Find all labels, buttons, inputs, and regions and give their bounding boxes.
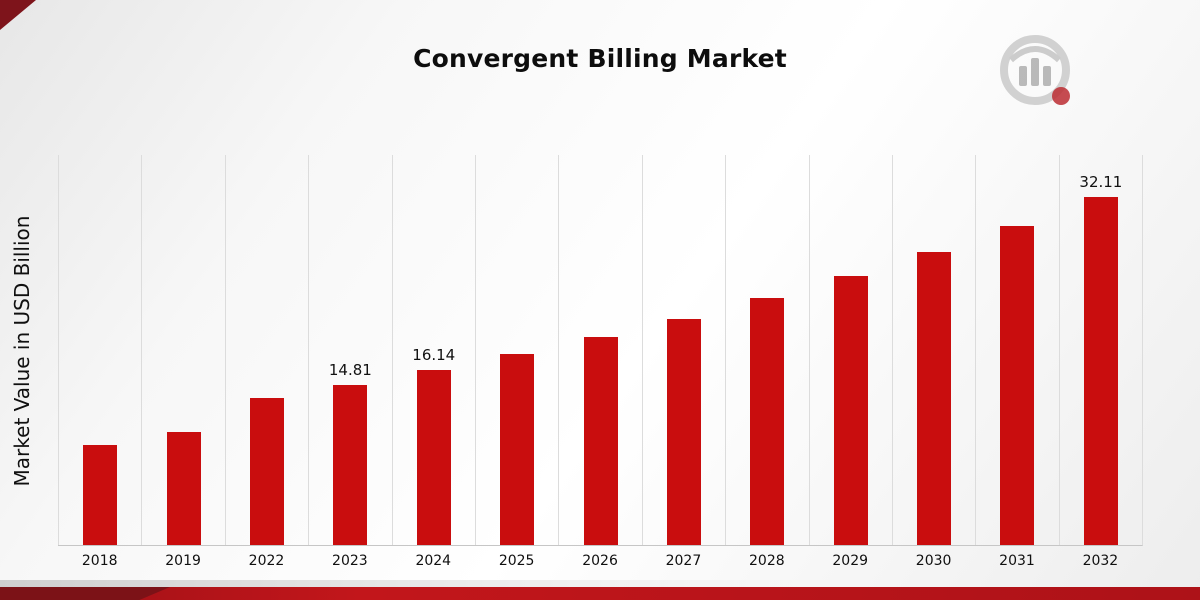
bottom-red-strip: [0, 587, 1200, 600]
x-tick-2027: 2027: [665, 553, 702, 569]
bar-2028: [750, 298, 785, 545]
corner-accent-triangle: [0, 0, 36, 30]
x-tick-2029: 2029: [832, 553, 869, 569]
bar-value-label-2024: 16.14: [412, 346, 456, 365]
x-tick-2032: 2032: [1082, 553, 1119, 569]
category-cell-2032: 32.11: [1058, 155, 1142, 545]
category-cell-2018: [58, 155, 141, 545]
bar-value-label-2032: 32.11: [1079, 173, 1123, 192]
bar-2022: [249, 398, 284, 545]
bar-2023: 14.81: [329, 361, 372, 545]
plot-area: 14.81 16.14 32.11: [58, 155, 1143, 546]
category-cell-2025: [474, 155, 558, 545]
category-cell-2019: [141, 155, 224, 545]
bar-2032: 32.11: [1079, 173, 1122, 545]
x-tick-2023: 2023: [332, 553, 368, 569]
category-cell-2027: [641, 155, 725, 545]
bar-2024: 16.14: [412, 346, 455, 545]
category-cell-2028: [725, 155, 808, 545]
bar-value-label-2023: 14.81: [328, 360, 372, 379]
brand-logo: [1000, 35, 1070, 105]
magnifier-icon: [1000, 35, 1070, 105]
bar-2031: [1000, 225, 1035, 545]
category-cell-2029: [808, 155, 892, 545]
bar-2027: [666, 318, 701, 545]
bar-2026: [583, 337, 618, 545]
bar-2018: [83, 445, 118, 545]
bar-2019: [166, 432, 201, 545]
bottom-gray-band: [0, 580, 1200, 587]
bar-2029: [833, 276, 868, 545]
x-tick-2024: 2024: [415, 553, 452, 569]
logo-accent-dot: [1052, 87, 1070, 105]
category-cell-2031: [975, 155, 1058, 545]
x-tick-2025: 2025: [498, 553, 535, 569]
x-tick-2028: 2028: [749, 553, 785, 569]
category-cell-2023: 14.81: [308, 155, 391, 545]
x-tick-2031: 2031: [999, 553, 1035, 569]
category-cell-2022: [224, 155, 308, 545]
bar-chart-icon: [1019, 58, 1051, 86]
x-axis-ticks: 2018 2019 2022 2023 2024 2025 2026 2027 2028 2029…: [58, 553, 1142, 569]
bar-2030: [917, 252, 952, 545]
bar-2025: [500, 354, 535, 545]
y-axis-label: Market Value in USD Billion: [10, 215, 34, 487]
x-tick-2022: 2022: [248, 553, 285, 569]
x-tick-2030: 2030: [915, 553, 952, 569]
chart-title: Convergent Billing Market: [413, 44, 787, 73]
x-tick-2026: 2026: [582, 553, 618, 569]
x-tick-2019: 2019: [165, 553, 201, 569]
bottom-red-strip-dark-end: [0, 587, 170, 600]
category-cell-2024: 16.14: [391, 155, 475, 545]
category-cell-2026: [558, 155, 641, 545]
x-tick-2018: 2018: [81, 553, 118, 569]
category-cell-2030: [891, 155, 975, 545]
